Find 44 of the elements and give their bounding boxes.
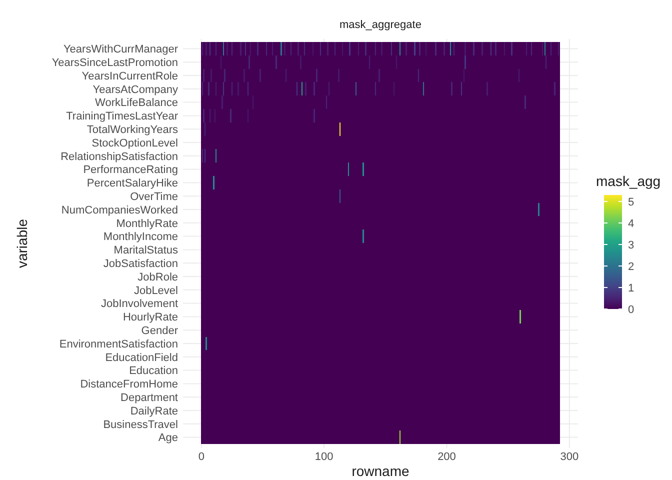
- x-axis-title: rowname: [352, 463, 410, 479]
- chart-title: mask_aggregate: [340, 19, 422, 31]
- y-tick-label: RelationshipSatisfaction: [60, 150, 178, 163]
- color-bar-label: 1: [628, 282, 634, 294]
- color-bar-label: 3: [628, 239, 634, 252]
- color-bar-title: mask_agg: [596, 173, 661, 189]
- y-tick-label: EducationField: [105, 352, 178, 364]
- y-tick-label: EnvironmentSatisfaction: [59, 338, 178, 350]
- y-tick-label: Age: [158, 432, 178, 444]
- y-tick-label: DistanceFromHome: [80, 378, 178, 391]
- y-tick-label: HourlyRate: [122, 312, 178, 324]
- color-bar-label: 0: [628, 304, 634, 316]
- y-tick-label: JobSatisfaction: [103, 258, 178, 270]
- y-tick-label: TrainingTimesLastYear: [66, 110, 178, 123]
- y-tick-label: StockOptionLevel: [92, 137, 178, 150]
- y-tick-label: JobLevel: [134, 284, 178, 297]
- y-axis-title: variable: [14, 218, 30, 268]
- y-tick-label: DailyRate: [130, 405, 178, 418]
- y-tick-label: Department: [120, 392, 178, 404]
- y-tick-label: JobInvolvement: [100, 298, 178, 310]
- y-tick-label: YearsAtCompany: [92, 84, 178, 96]
- y-tick-label: BusinessTravel: [103, 418, 178, 431]
- y-tick-label: Education: [129, 365, 178, 378]
- x-tick-label: 300: [560, 451, 579, 463]
- y-tick-label: MonthlyIncome: [103, 231, 178, 244]
- color-bar-label: 5: [628, 196, 634, 208]
- color-bar-label: 4: [628, 218, 634, 230]
- y-tick-label: JobRole: [138, 271, 178, 284]
- y-tick-label: MonthlyRate: [116, 218, 178, 230]
- y-tick-label: MaritalStatus: [114, 244, 178, 257]
- color-bar-label: 2: [628, 260, 634, 273]
- y-tick-label: TotalWorkingYears: [86, 124, 178, 136]
- y-tick-label: NumCompaniesWorked: [61, 204, 178, 216]
- y-tick-label: YearsWithCurrManager: [63, 44, 178, 56]
- y-tick-label: Gender: [141, 324, 178, 337]
- y-tick-label: OverTime: [130, 190, 178, 203]
- y-tick-label: YearsInCurrentRole: [82, 70, 178, 82]
- y-tick-label: PerformanceRating: [83, 164, 178, 176]
- y-tick-label: PercentSalaryHike: [86, 178, 178, 190]
- x-tick-label: 200: [438, 451, 456, 463]
- x-tick-label: 0: [198, 451, 204, 463]
- x-tick-label: 100: [314, 451, 334, 463]
- y-tick-label: YearsSinceLastPromotion: [52, 56, 178, 69]
- y-tick-label: WorkLifeBalance: [95, 97, 178, 110]
